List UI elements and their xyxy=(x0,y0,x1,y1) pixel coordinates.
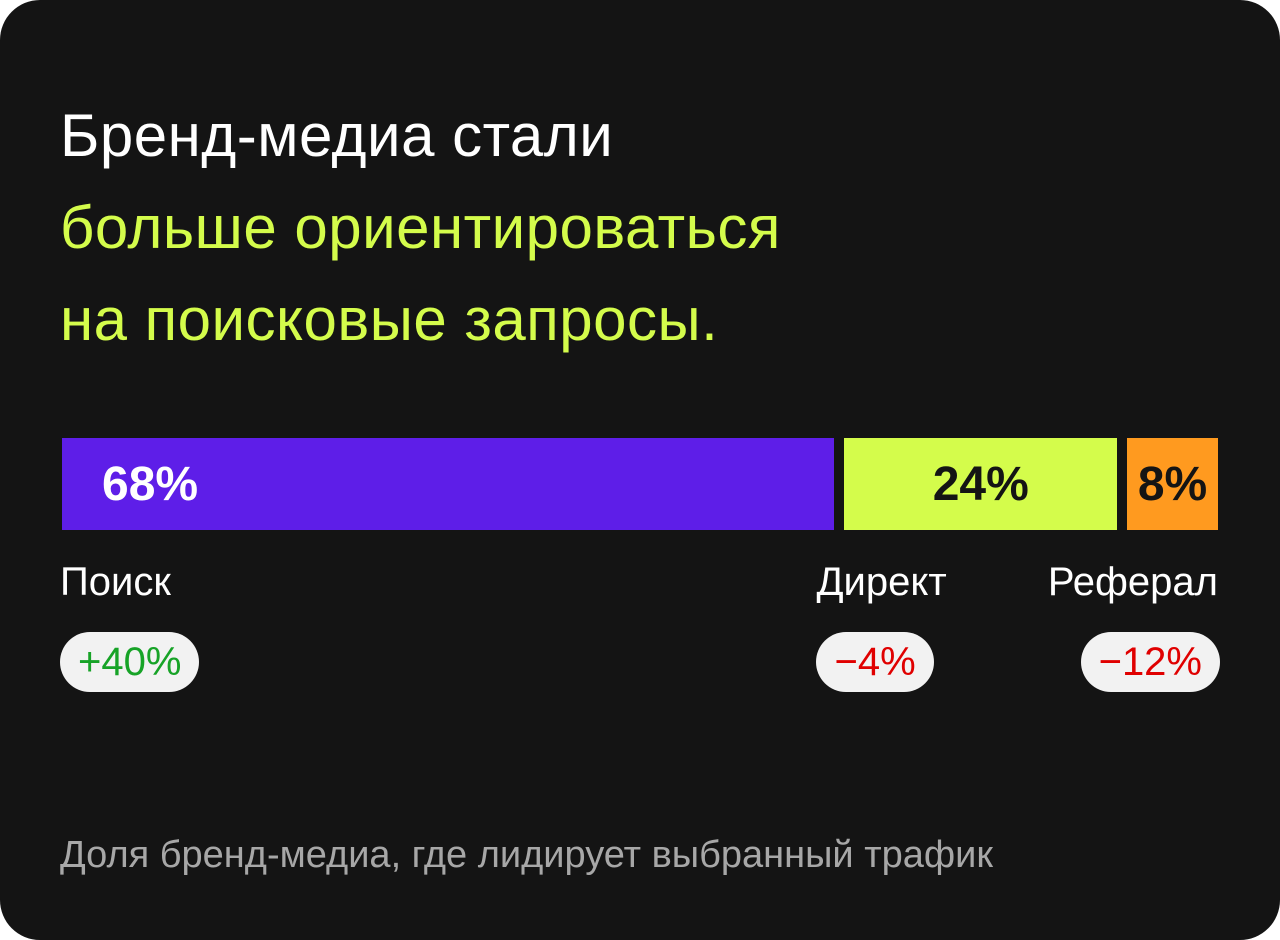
headline: Бренд-медиа стали больше ориентироваться… xyxy=(60,90,1220,366)
headline-line-2: больше ориентироваться xyxy=(60,194,781,261)
bar-segment-search: 68% xyxy=(62,438,835,530)
bar-value-label-search: 68% xyxy=(102,457,199,511)
bar-segment-direct: 24% xyxy=(844,438,1118,530)
category-label-search: Поиск xyxy=(60,560,171,604)
stacked-bar: 68% 24% 8% xyxy=(62,438,1218,530)
bar-segment-referral: 8% xyxy=(1127,438,1218,530)
change-badge-search: +40% xyxy=(60,632,200,692)
category-label-referral: Реферал xyxy=(1047,560,1218,604)
bar-value-label-referral: 8% xyxy=(1137,457,1208,511)
headline-line-3: на поисковые запросы. xyxy=(60,286,719,353)
bar-value-label-direct: 24% xyxy=(932,457,1029,511)
category-label-direct: Директ xyxy=(816,560,947,604)
change-badge-referral: −12% xyxy=(1080,632,1220,692)
footnote: Доля бренд-медиа, где лидирует выбранный… xyxy=(60,834,994,876)
headline-line-1: Бренд-медиа стали xyxy=(60,102,614,169)
change-badge-direct: −4% xyxy=(816,632,934,692)
